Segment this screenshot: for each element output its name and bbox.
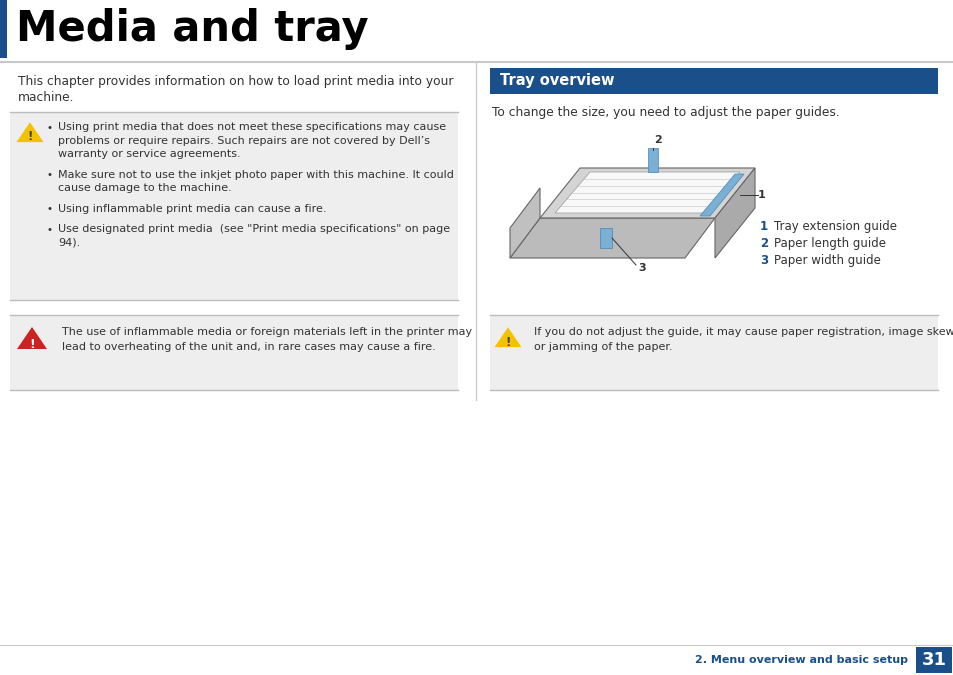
Text: Using print media that does not meet these specifications may cause: Using print media that does not meet the… xyxy=(58,122,446,132)
Polygon shape xyxy=(714,168,754,258)
Bar xyxy=(490,315,937,390)
Text: •: • xyxy=(47,225,53,235)
Polygon shape xyxy=(510,218,714,258)
Text: !: ! xyxy=(30,338,35,350)
Text: Make sure not to use the inkjet photo paper with this machine. It could: Make sure not to use the inkjet photo pa… xyxy=(58,169,454,180)
Polygon shape xyxy=(16,122,44,142)
Text: 1: 1 xyxy=(760,220,767,233)
Text: !: ! xyxy=(28,130,32,144)
Text: lead to overheating of the unit and, in rare cases may cause a fire.: lead to overheating of the unit and, in … xyxy=(62,342,436,352)
Bar xyxy=(0,0,7,58)
Text: 31: 31 xyxy=(921,651,945,669)
Text: Using inflammable print media can cause a fire.: Using inflammable print media can cause … xyxy=(58,203,326,213)
Text: problems or require repairs. Such repairs are not covered by Dell’s: problems or require repairs. Such repair… xyxy=(58,136,430,146)
Text: warranty or service agreements.: warranty or service agreements. xyxy=(58,149,240,159)
Text: !: ! xyxy=(505,335,510,348)
Text: 3: 3 xyxy=(638,263,645,273)
Polygon shape xyxy=(599,228,612,248)
Text: The use of inflammable media or foreign materials left in the printer may: The use of inflammable media or foreign … xyxy=(62,327,472,337)
Text: cause damage to the machine.: cause damage to the machine. xyxy=(58,183,232,193)
Text: Media and tray: Media and tray xyxy=(16,8,368,50)
Text: machine.: machine. xyxy=(18,91,74,104)
Bar xyxy=(10,315,457,390)
Polygon shape xyxy=(700,174,743,216)
Text: Tray extension guide: Tray extension guide xyxy=(773,220,896,233)
Text: •: • xyxy=(47,123,53,133)
Text: Tray overview: Tray overview xyxy=(499,74,614,88)
Text: This chapter provides information on how to load print media into your: This chapter provides information on how… xyxy=(18,75,453,88)
Text: 2: 2 xyxy=(760,237,767,250)
Text: To change the size, you need to adjust the paper guides.: To change the size, you need to adjust t… xyxy=(492,106,839,119)
Text: Use designated print media  (see "Print media specifications" on page: Use designated print media (see "Print m… xyxy=(58,224,450,234)
Bar xyxy=(915,647,951,673)
Text: 2. Menu overview and basic setup: 2. Menu overview and basic setup xyxy=(695,655,907,665)
Text: Paper width guide: Paper width guide xyxy=(773,254,880,267)
Text: •: • xyxy=(47,205,53,215)
Text: or jamming of the paper.: or jamming of the paper. xyxy=(534,342,672,352)
Text: 1: 1 xyxy=(758,190,765,200)
Polygon shape xyxy=(555,172,740,213)
Text: If you do not adjust the guide, it may cause paper registration, image skew,: If you do not adjust the guide, it may c… xyxy=(534,327,953,337)
Text: •: • xyxy=(47,171,53,180)
Text: 2: 2 xyxy=(654,135,661,145)
Polygon shape xyxy=(539,168,754,218)
Polygon shape xyxy=(510,188,539,258)
Polygon shape xyxy=(647,148,658,172)
Text: Paper length guide: Paper length guide xyxy=(773,237,885,250)
Bar xyxy=(490,68,937,94)
Polygon shape xyxy=(17,327,47,349)
Text: 94).: 94). xyxy=(58,238,80,248)
Text: 3: 3 xyxy=(760,254,767,267)
Polygon shape xyxy=(494,327,521,347)
Bar xyxy=(10,112,457,300)
